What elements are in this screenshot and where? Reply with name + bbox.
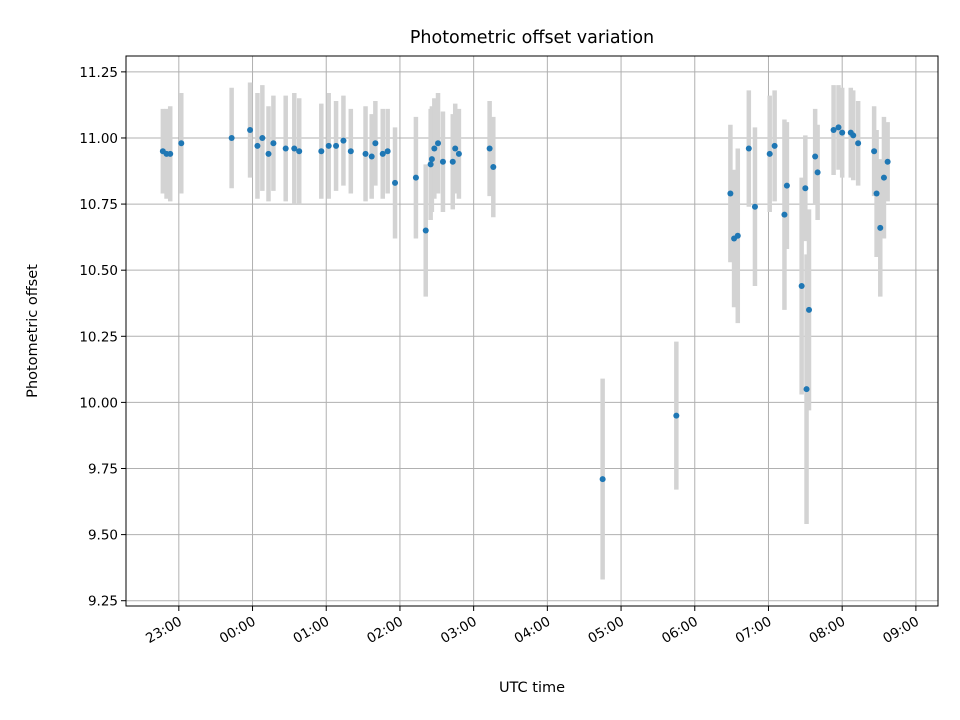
data-point	[766, 150, 773, 157]
data-point	[325, 142, 332, 149]
data-point	[673, 412, 680, 419]
data-point	[850, 132, 857, 139]
y-tick-label: 11.25	[79, 65, 118, 81]
data-point	[486, 145, 493, 152]
data-point	[812, 153, 819, 160]
data-point	[372, 140, 379, 147]
data-point	[439, 158, 446, 165]
data-point	[871, 148, 878, 155]
data-point	[884, 158, 891, 165]
y-tick-label: 9.25	[88, 594, 118, 610]
data-point	[798, 283, 805, 290]
data-point	[880, 174, 887, 181]
plot-frame	[125, 55, 939, 607]
data-point	[412, 174, 419, 181]
data-point	[855, 140, 862, 147]
data-point	[727, 190, 734, 197]
y-tick-label: 9.50	[88, 528, 118, 544]
data-point	[783, 182, 790, 189]
chart-title: Photometric offset variation	[410, 28, 654, 48]
data-point	[362, 150, 369, 157]
data-point	[803, 386, 810, 393]
y-axis-label: Photometric offset	[25, 264, 41, 398]
data-point	[449, 158, 456, 165]
data-point	[814, 169, 821, 176]
data-point	[427, 161, 434, 168]
grid	[126, 56, 938, 606]
data-point	[734, 232, 741, 239]
data-point	[830, 127, 837, 134]
data-point	[167, 150, 174, 157]
data-points	[159, 124, 891, 483]
y-axis: 9.25 9.50 9.75 10.00 10.25 10.50 10.75 11.00 11.…	[79, 65, 126, 610]
data-point	[781, 211, 788, 218]
data-point	[379, 150, 386, 157]
data-point	[435, 140, 442, 147]
data-point	[455, 150, 462, 157]
data-point	[282, 145, 289, 152]
data-point	[873, 190, 880, 197]
data-point	[745, 145, 752, 152]
data-point	[599, 476, 606, 483]
data-point	[270, 140, 277, 147]
data-point	[228, 134, 235, 141]
data-point	[771, 142, 778, 149]
y-tick-label: 11.00	[79, 131, 118, 147]
data-point	[318, 148, 325, 155]
data-point	[384, 148, 391, 155]
data-point	[178, 140, 185, 147]
y-tick-label: 9.75	[88, 462, 118, 478]
data-point	[340, 137, 347, 144]
data-point	[877, 224, 884, 231]
data-point	[839, 129, 846, 136]
data-point	[490, 164, 497, 171]
data-point	[254, 142, 261, 149]
data-point	[333, 142, 340, 149]
y-tick-label: 10.25	[79, 329, 118, 345]
data-point	[247, 127, 254, 134]
y-tick-label: 10.50	[79, 263, 118, 279]
data-point	[422, 227, 429, 234]
x-axis-label: UTC time	[499, 680, 565, 696]
data-point	[296, 148, 303, 155]
data-point	[392, 179, 399, 186]
data-point	[368, 153, 375, 160]
data-point	[431, 145, 438, 152]
data-point	[291, 145, 298, 152]
y-tick-label: 10.00	[79, 395, 118, 411]
data-point	[802, 185, 809, 192]
y-tick-label: 10.75	[79, 197, 118, 213]
data-point	[428, 156, 435, 163]
data-point	[806, 306, 813, 313]
data-point	[751, 203, 758, 210]
data-point	[347, 148, 354, 155]
data-point	[259, 134, 266, 141]
data-point	[265, 150, 272, 157]
data-point	[835, 124, 842, 131]
data-point	[452, 145, 459, 152]
